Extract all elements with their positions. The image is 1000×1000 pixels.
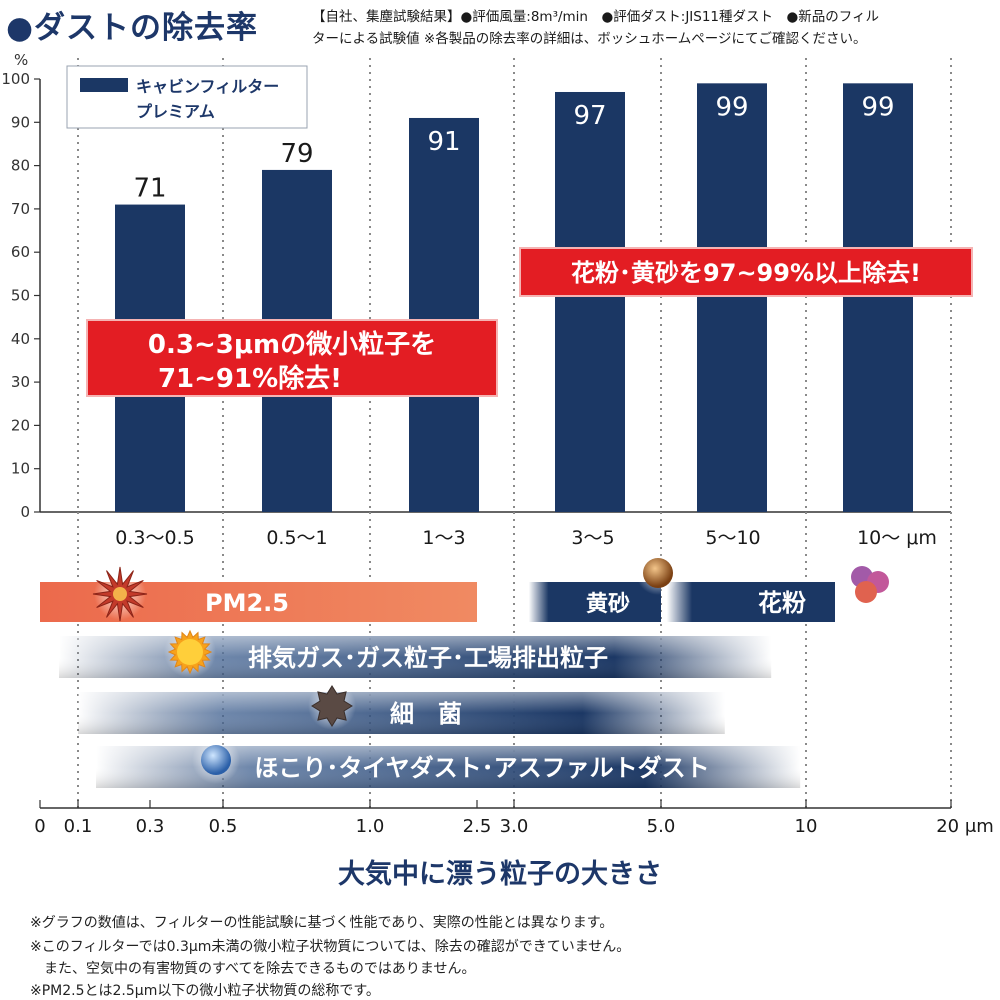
bacteria-icon [308, 682, 356, 730]
y-axis: % 0 10 20 30 40 50 60 70 80 90 100 [1, 51, 951, 521]
band-bar [528, 582, 661, 622]
band-label: 排気ガス･ガス粒子･工場排出粒子 [248, 644, 608, 672]
spiky-particle-icon [92, 566, 148, 622]
callout-left-line1: 0.3~3μmの微小粒子を [148, 329, 436, 360]
footnote-4: ※PM2.5とは2.5μm以下の微小粒子状物質の総称です。 [30, 983, 380, 999]
particle-tick-label: 0.3 [136, 816, 165, 837]
y-tick-label: 10 [11, 460, 30, 478]
y-tick-label: 0 [20, 503, 30, 521]
category-label: 3～5 [571, 527, 614, 549]
particle-tick-label: 10 [795, 816, 818, 837]
dust-ball-icon [192, 736, 240, 784]
sand-ball-icon [636, 551, 680, 595]
particle-icons [92, 551, 894, 784]
category-label: 0.5～1 [266, 527, 327, 549]
band-label: PM2.5 [205, 589, 289, 617]
particle-tick-label: 2.5 [463, 816, 492, 837]
bar [843, 83, 913, 512]
y-tick-label: 50 [11, 287, 30, 305]
bar-value-label: 79 [280, 139, 313, 169]
band-label: ほこり･タイヤダスト･アスファルトダスト [254, 754, 709, 782]
footnote-2: ※このフィルターでは0.3μm未満の微小粒子状物質については、除去の確認ができて… [30, 939, 631, 955]
bar-value-label: 99 [861, 92, 894, 122]
footnote-3: また、空気中の有害物質のすべてを除去できるものではありません。 [30, 961, 476, 977]
y-tick-label: 100 [1, 70, 30, 88]
legend-label-line1: キャビンフィルター [136, 77, 279, 96]
page-title: ●ダストの除去率 [6, 10, 259, 46]
y-tick-label: 80 [11, 157, 30, 175]
callout-right-text: 花粉･黄砂を97~99%以上除去! [571, 259, 921, 287]
legend: キャビンフィルター プレミアム [66, 65, 308, 129]
y-axis-unit: % [14, 51, 28, 69]
particle-axis-title: 大気中に漂う粒子の大きさ [338, 859, 662, 890]
y-tick-label: 60 [11, 243, 30, 261]
category-label: 1～3 [422, 527, 465, 549]
bar-value-label: 97 [573, 101, 606, 131]
particle-tick-label: 20 μm [936, 816, 994, 837]
legend-swatch [80, 78, 128, 92]
particle-tick-label: 1.0 [356, 816, 385, 837]
category-label: 0.3～0.5 [115, 527, 194, 549]
note-line-2: ターによる試験値 ※各製品の除去率の詳細は、ボッシュホームページにてご確認くださ… [312, 31, 867, 47]
particle-band: 花粉 [666, 582, 835, 622]
band-label: 花粉 [758, 589, 806, 617]
y-tick-label: 40 [11, 330, 30, 348]
note-line-1: 【自社、集塵試験結果】●評価風量:8m³/min ●評価ダスト:JIS11種ダス… [312, 9, 880, 25]
particle-tick-label: 3.0 [500, 816, 529, 837]
y-tick-label: 20 [11, 416, 30, 434]
particle-band: 細 菌 [78, 692, 725, 734]
footnote-1: ※グラフの数値は、フィルターの性能試験に基づく性能であり、実際の性能とは異なりま… [30, 915, 614, 931]
y-tick-label: 70 [11, 200, 30, 218]
bar-value-label: 71 [133, 174, 166, 204]
particle-x-axis: 0 0.1 0.3 0.5 1.0 2.5 3.0 5.0 10 20 μm [34, 800, 994, 837]
bar [697, 83, 767, 512]
test-conditions-note: 【自社、集塵試験結果】●評価風量:8m³/min ●評価ダスト:JIS11種ダス… [312, 6, 1000, 50]
particle-tick-label: 0 [34, 816, 45, 837]
y-tick-label: 30 [11, 373, 30, 391]
particle-tick-label: 5.0 [647, 816, 676, 837]
vertical-gridlines [77, 58, 952, 512]
sun-icon [164, 626, 216, 678]
band-label: 細 菌 [390, 700, 462, 728]
bar-value-label: 99 [715, 92, 748, 122]
bar-value-label: 91 [427, 127, 460, 157]
callout-left: 0.3~3μmの微小粒子を 71~91%除去! [86, 319, 498, 397]
band-sheen [78, 692, 725, 734]
band-label: 黄砂 [586, 591, 630, 617]
particle-band: 黄砂 [528, 582, 661, 622]
callout-left-line2: 71~91%除去! [158, 363, 342, 394]
callout-right: 花粉･黄砂を97~99%以上除去! [519, 247, 973, 297]
pollen-cluster-icon [842, 556, 894, 608]
y-tick-label: 90 [11, 113, 30, 131]
category-label: 5～10 [705, 527, 760, 549]
bar [409, 117, 479, 512]
category-label: 10～ μm [857, 527, 937, 549]
particle-tick-label: 0.1 [64, 816, 93, 837]
bar-series: 71 79 91 97 99 99 [115, 83, 913, 513]
category-labels: 0.3～0.5 0.5～1 1～3 3～5 5～10 10～ μm [115, 527, 937, 549]
legend-label-line2: プレミアム [136, 102, 215, 121]
bar [555, 91, 625, 513]
band-bar [666, 582, 835, 622]
particle-tick-label: 0.5 [209, 816, 238, 837]
